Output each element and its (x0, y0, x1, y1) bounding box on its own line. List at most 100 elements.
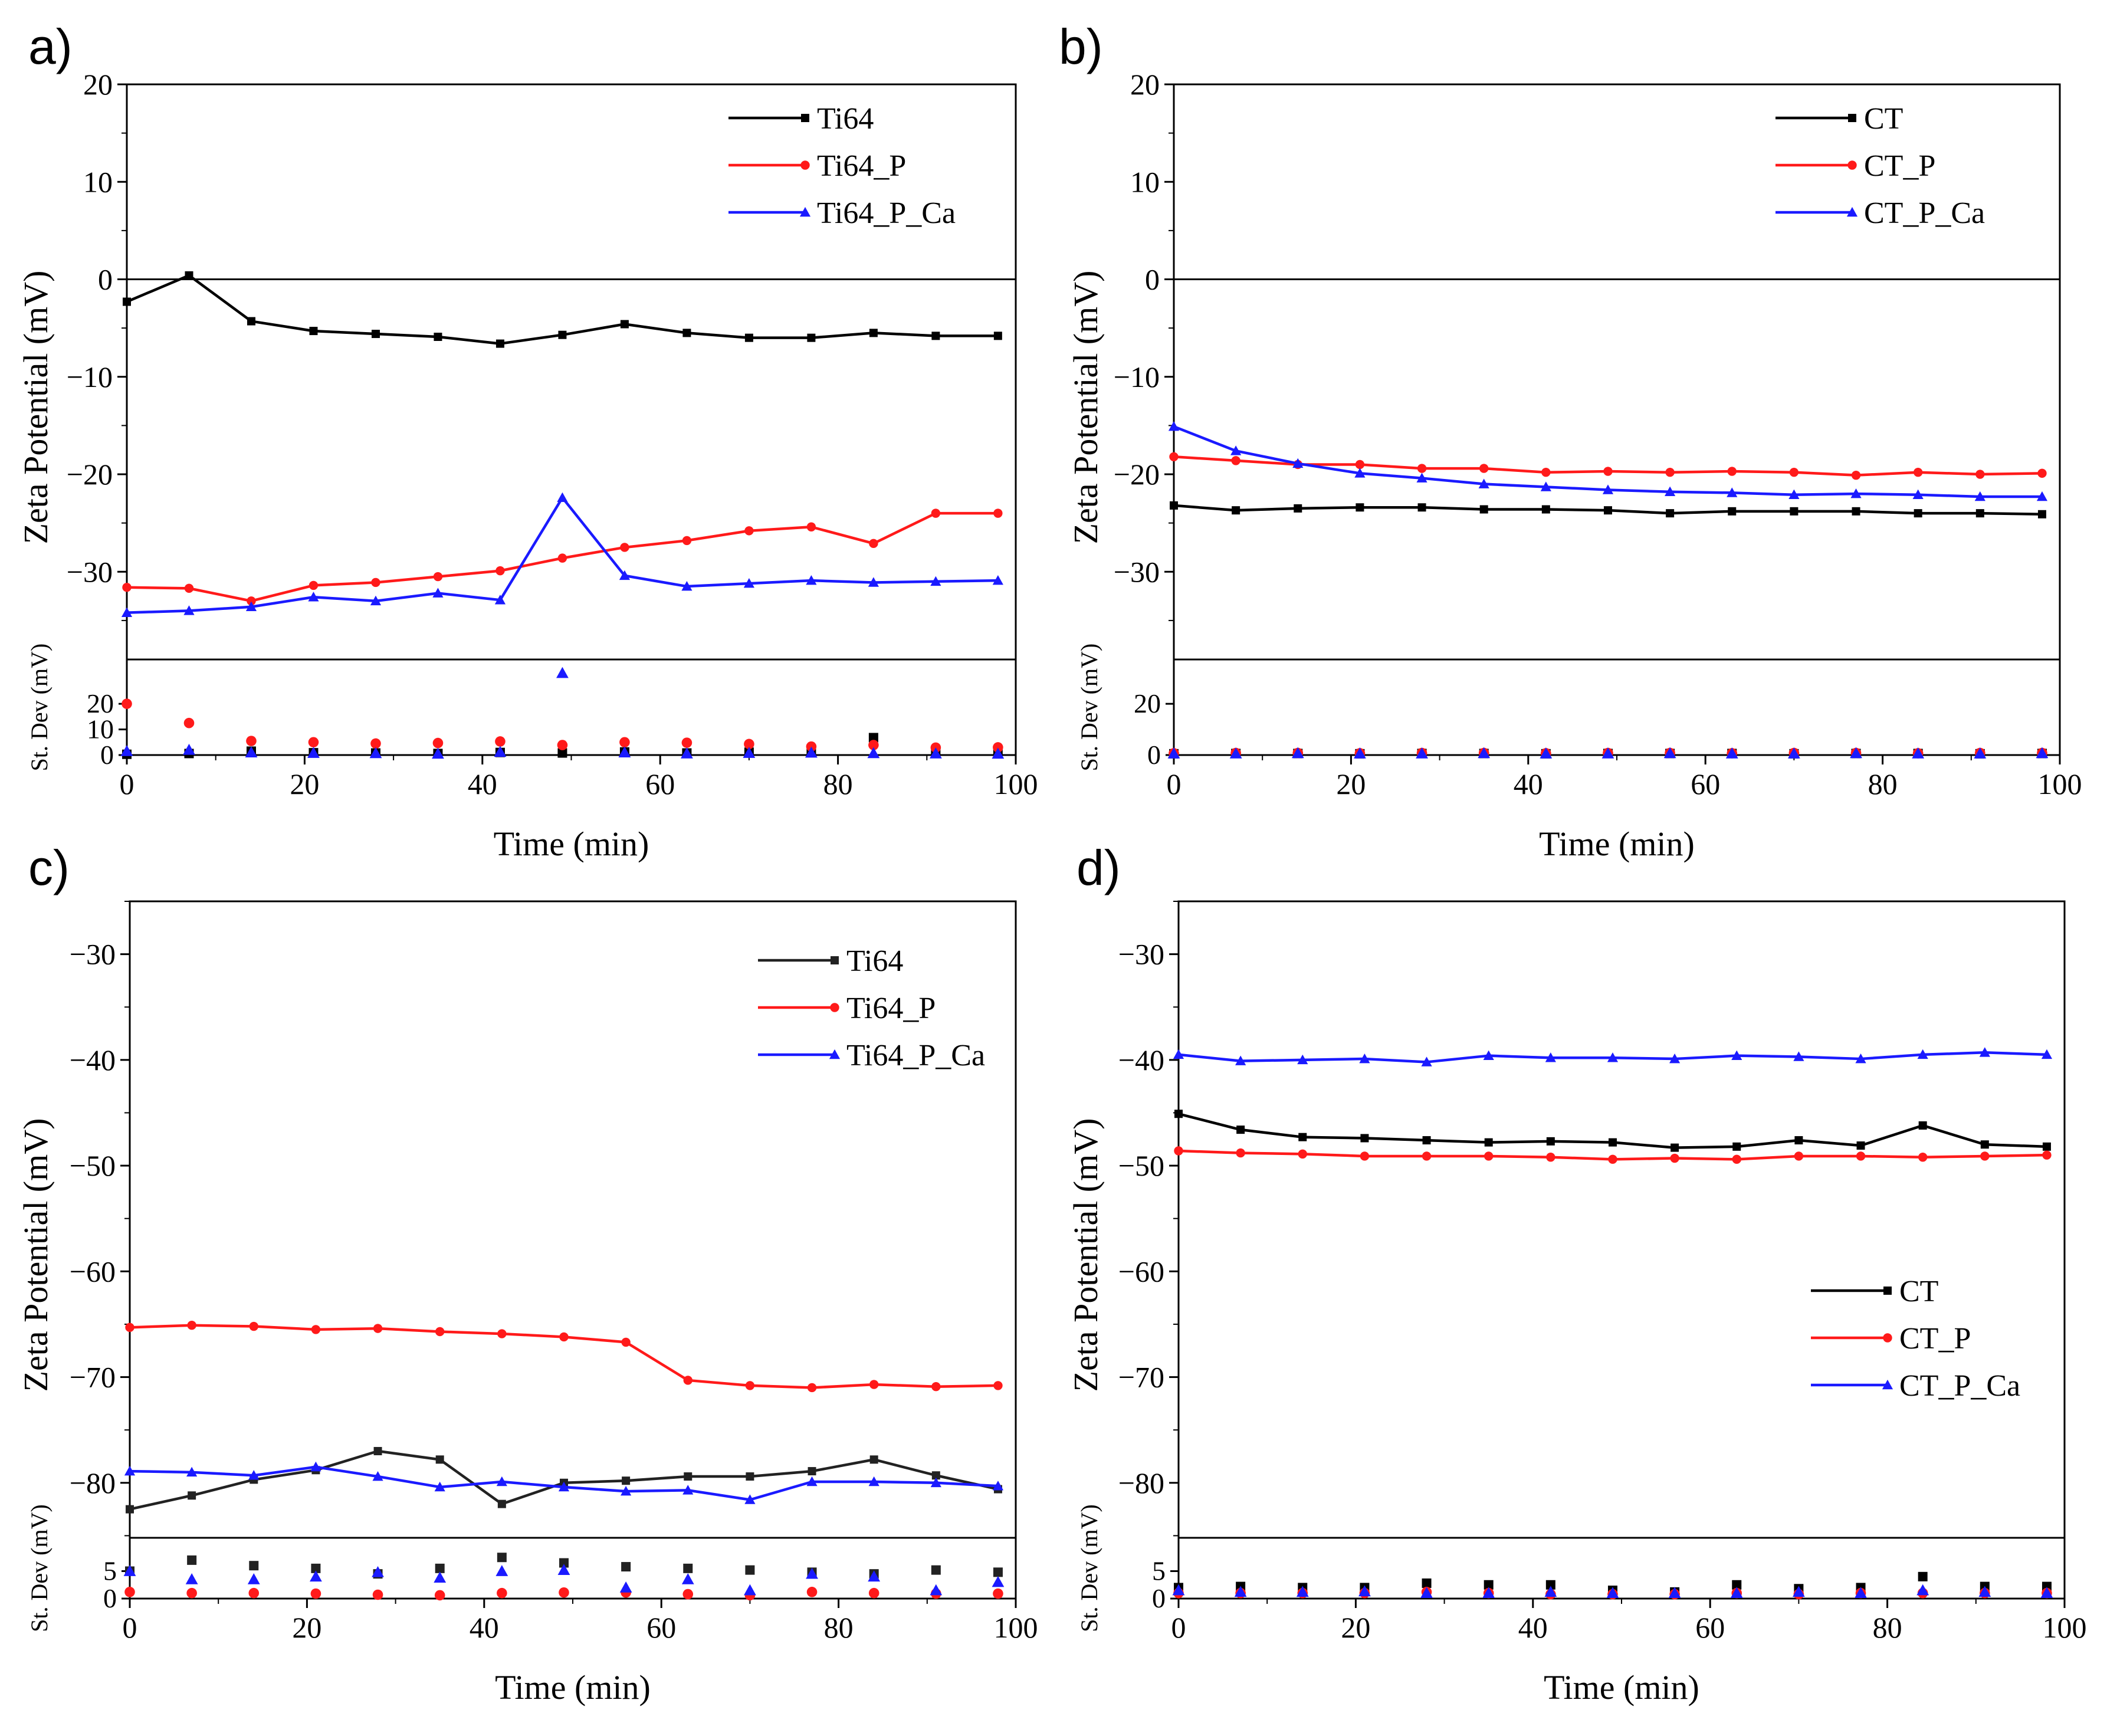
legend-label: Ti64_P_Ca (817, 196, 956, 230)
legend-marker (1882, 1379, 1893, 1390)
sd-y-tick-label: 20 (1134, 688, 1161, 718)
legend-marker (831, 956, 839, 964)
data-point (1168, 421, 1180, 431)
data-point (373, 1447, 382, 1456)
data-point (1856, 1141, 1865, 1150)
data-point (682, 329, 691, 337)
data-point (1235, 1055, 1246, 1065)
sd-point (435, 1563, 445, 1573)
data-point (622, 1476, 631, 1485)
chart-panel-4: d) −30 −40 −50 −60 −70 −80 500 20 40 60 80 100 Time (… (1066, 840, 2087, 1707)
data-point (1356, 503, 1364, 512)
data-point (993, 508, 1003, 518)
data-point (122, 583, 132, 592)
data-point (2042, 1142, 2051, 1151)
y-tick-label: −70 (70, 1361, 116, 1394)
y-axis-title: Zeta Potential (mV) (17, 1118, 55, 1392)
sd-point (806, 1587, 818, 1597)
sd-y-tick-label: 20 (87, 688, 114, 718)
sd-point (247, 1573, 260, 1584)
legend-marker (1848, 114, 1856, 122)
data-point (1421, 1056, 1432, 1066)
data-point (1794, 1151, 1804, 1161)
sd-point (1234, 1586, 1247, 1597)
sd-point (1422, 1578, 1432, 1588)
data-point (869, 1455, 878, 1464)
data-point (1230, 445, 1242, 455)
sd-point (559, 1558, 569, 1568)
data-point (1479, 505, 1488, 514)
sd-point (743, 747, 756, 758)
data-point (1173, 1049, 1184, 1059)
data-point (1980, 1140, 1989, 1149)
legend: Ti64 Ti64_P Ti64_P_Ca (758, 944, 985, 1072)
data-point (1360, 1151, 1370, 1161)
legend-label: CT_P_Ca (1899, 1369, 2020, 1403)
data-point (434, 1481, 445, 1492)
data-point (931, 1381, 941, 1392)
data-point (1170, 501, 1178, 510)
data-point (1913, 468, 1923, 477)
legend-label: CT (1899, 1275, 1938, 1308)
sd-point (992, 747, 1005, 759)
sd-axis-title: St. Dev (mV) (26, 1504, 52, 1632)
legend-label: Ti64 (817, 102, 874, 136)
data-point (1294, 504, 1302, 513)
sd-point (1793, 1586, 1805, 1597)
data-point (931, 508, 941, 518)
data-point (1359, 1053, 1370, 1064)
x-tick-label: 40 (470, 1611, 499, 1644)
sd-point (434, 1590, 445, 1601)
data-point (992, 1481, 1004, 1491)
sd-point (1855, 1587, 1867, 1599)
data-point (126, 1505, 134, 1514)
y-tick-label: −20 (67, 458, 113, 491)
x-tick-label: 0 (123, 1611, 137, 1644)
data-point (683, 1376, 693, 1385)
sd-axis-title: St. Dev (mV) (1076, 1504, 1102, 1632)
sd-point (681, 1573, 694, 1584)
sd-y-tick-label: 0 (1152, 1583, 1166, 1613)
data-point (1980, 1151, 1990, 1161)
sd-point (867, 747, 880, 759)
data-point (435, 1327, 445, 1337)
data-point (435, 1455, 444, 1464)
sd-point (1668, 1587, 1681, 1599)
data-point (806, 1476, 818, 1486)
sd-point (1601, 747, 1614, 759)
legend-marker (801, 114, 809, 122)
x-tick-label: 40 (1514, 767, 1543, 800)
data-point (807, 333, 816, 342)
data-point (930, 576, 941, 586)
series-ct-p-ca (1172, 1047, 2053, 1599)
data-point (620, 320, 629, 329)
sd-point (432, 747, 444, 759)
legend-label: Ti64_P (846, 992, 936, 1025)
sd-point (307, 747, 320, 758)
sd-point (495, 736, 506, 747)
sd-point (559, 1587, 569, 1598)
data-point (1292, 458, 1304, 468)
data-point (308, 580, 319, 590)
data-point (1484, 1138, 1493, 1147)
sd-point (806, 741, 817, 752)
y-tick-label: −60 (70, 1255, 116, 1288)
sd-point (372, 1566, 384, 1577)
sd-point (1912, 747, 1925, 759)
panel-label: d) (1077, 840, 1121, 895)
sd-point (931, 1565, 941, 1575)
legend-label: Ti64_P_Ca (846, 1039, 985, 1072)
data-point (124, 1465, 136, 1476)
y-tick-label: 20 (1130, 68, 1160, 101)
sd-point (557, 748, 567, 758)
sd-point (1172, 1584, 1185, 1596)
series-ct-p-ca (1167, 421, 2049, 759)
data-point (1917, 1049, 1928, 1059)
sd-point (992, 1576, 1005, 1587)
x-axis-title: Time (min) (1544, 1668, 1699, 1707)
data-point (247, 317, 255, 326)
data-point (744, 526, 754, 536)
data-point (1732, 1142, 1741, 1151)
x-tick-label: 60 (1691, 767, 1720, 800)
x-tick-label: 60 (1695, 1611, 1725, 1644)
